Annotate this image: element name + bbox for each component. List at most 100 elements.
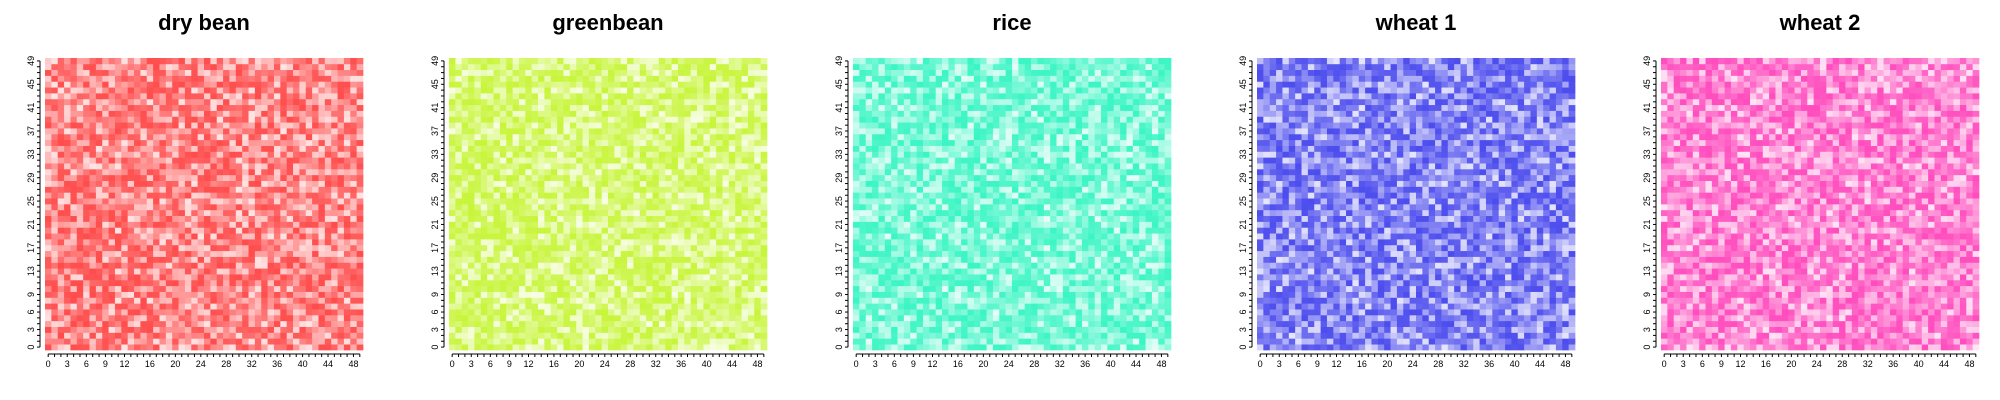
heatmap-cell xyxy=(318,215,326,222)
heatmap-cell xyxy=(140,133,148,141)
heatmap-cell xyxy=(51,69,59,76)
heatmap-cell xyxy=(576,180,583,187)
heatmap-cell xyxy=(487,180,494,187)
heatmap-cell xyxy=(569,145,577,152)
heatmap-cell xyxy=(550,133,558,141)
heatmap-cell xyxy=(83,122,90,129)
heatmap-cell xyxy=(229,69,237,76)
panel-title: greenbean xyxy=(552,10,663,35)
heatmap-cell xyxy=(216,58,224,65)
heatmap-cell xyxy=(184,344,192,351)
heatmap-cell xyxy=(153,320,160,327)
heatmap-cell xyxy=(722,87,730,94)
heatmap-cell xyxy=(697,221,704,228)
heatmap-cell xyxy=(722,268,730,275)
heatmap-cell xyxy=(690,157,698,164)
heatmap-cell xyxy=(544,93,552,100)
heatmap-cell xyxy=(178,209,186,217)
heatmap-cell xyxy=(760,192,768,199)
y-tick-label: 45 xyxy=(26,79,36,89)
heatmap-cell xyxy=(747,128,755,135)
heatmap-cell xyxy=(639,192,647,199)
heatmap-cell xyxy=(197,168,205,176)
heatmap-cell xyxy=(709,338,717,345)
heatmap-cell xyxy=(620,87,628,94)
heatmap-cell xyxy=(620,262,628,269)
heatmap-cell xyxy=(254,104,262,111)
heatmap-cell xyxy=(172,151,179,158)
heatmap-cell xyxy=(204,291,211,298)
heatmap-cell xyxy=(595,268,602,275)
heatmap-cell xyxy=(223,168,230,176)
heatmap-cell xyxy=(608,256,615,263)
heatmap-cell xyxy=(493,139,501,146)
heatmap-cell xyxy=(146,314,154,322)
heatmap-cell xyxy=(318,174,326,181)
heatmap-cell xyxy=(76,279,84,287)
heatmap-cell xyxy=(280,338,288,345)
heatmap-cell xyxy=(204,168,211,176)
heatmap-cell xyxy=(337,256,345,263)
heatmap-cell xyxy=(356,75,364,82)
heatmap-cell xyxy=(343,314,351,322)
heatmap-cell xyxy=(191,215,198,222)
heatmap-cell xyxy=(506,215,513,222)
heatmap-cell xyxy=(312,139,319,146)
heatmap-cell xyxy=(582,268,590,275)
heatmap-cell xyxy=(741,291,749,298)
heatmap-cell xyxy=(235,285,243,292)
heatmap-cell xyxy=(134,303,141,310)
heatmap-cell xyxy=(286,58,294,65)
heatmap-cell xyxy=(318,320,326,327)
heatmap-cell xyxy=(760,326,768,333)
heatmap-cell xyxy=(210,58,218,65)
heatmap-cell xyxy=(735,209,742,217)
heatmap-cell xyxy=(487,168,494,176)
heatmap-cell xyxy=(595,244,602,252)
heatmap-cell xyxy=(286,268,294,275)
heatmap-cell xyxy=(293,151,300,158)
heatmap-cell xyxy=(557,344,564,351)
heatmap-cell xyxy=(350,58,357,65)
heatmap-cell xyxy=(697,215,704,222)
heatmap-cell xyxy=(722,227,730,234)
heatmap-cell xyxy=(697,75,704,82)
heatmap-cell xyxy=(760,116,768,123)
heatmap-cell xyxy=(455,320,463,327)
heatmap-cell xyxy=(184,116,192,123)
heatmap-cell xyxy=(525,163,533,170)
heatmap-cell xyxy=(620,81,628,88)
heatmap-cell xyxy=(697,314,704,322)
heatmap-cell xyxy=(223,215,230,222)
heatmap-cell xyxy=(614,98,622,106)
heatmap-cell xyxy=(57,128,65,135)
heatmap-cell xyxy=(286,157,294,164)
heatmap-cell xyxy=(254,69,262,76)
heatmap-cell xyxy=(614,116,622,123)
heatmap-cell xyxy=(305,209,313,217)
heatmap-cell xyxy=(293,262,300,269)
heatmap-cell xyxy=(709,285,717,292)
heatmap-cell xyxy=(658,326,666,333)
heatmap-cell xyxy=(83,87,90,94)
heatmap-cell xyxy=(254,128,262,135)
heatmap-cell xyxy=(102,338,109,345)
heatmap-cell xyxy=(51,128,59,135)
heatmap-cell xyxy=(172,93,179,100)
heatmap-cell xyxy=(191,262,198,269)
heatmap-cell xyxy=(159,309,167,316)
heatmap-cell xyxy=(197,110,205,117)
heatmap-cell xyxy=(229,215,237,222)
heatmap-cell xyxy=(480,221,488,228)
heatmap-cell xyxy=(461,151,469,158)
heatmap-cell xyxy=(70,244,78,252)
heatmap-cell xyxy=(614,139,622,146)
heatmap-cell xyxy=(601,81,609,88)
heatmap-cell xyxy=(197,221,205,228)
heatmap-cell xyxy=(601,309,609,316)
heatmap-cell xyxy=(172,274,179,281)
heatmap-cell xyxy=(703,268,711,275)
heatmap-cell xyxy=(108,262,116,269)
heatmap-cell xyxy=(305,157,313,164)
heatmap-cell xyxy=(646,75,653,82)
